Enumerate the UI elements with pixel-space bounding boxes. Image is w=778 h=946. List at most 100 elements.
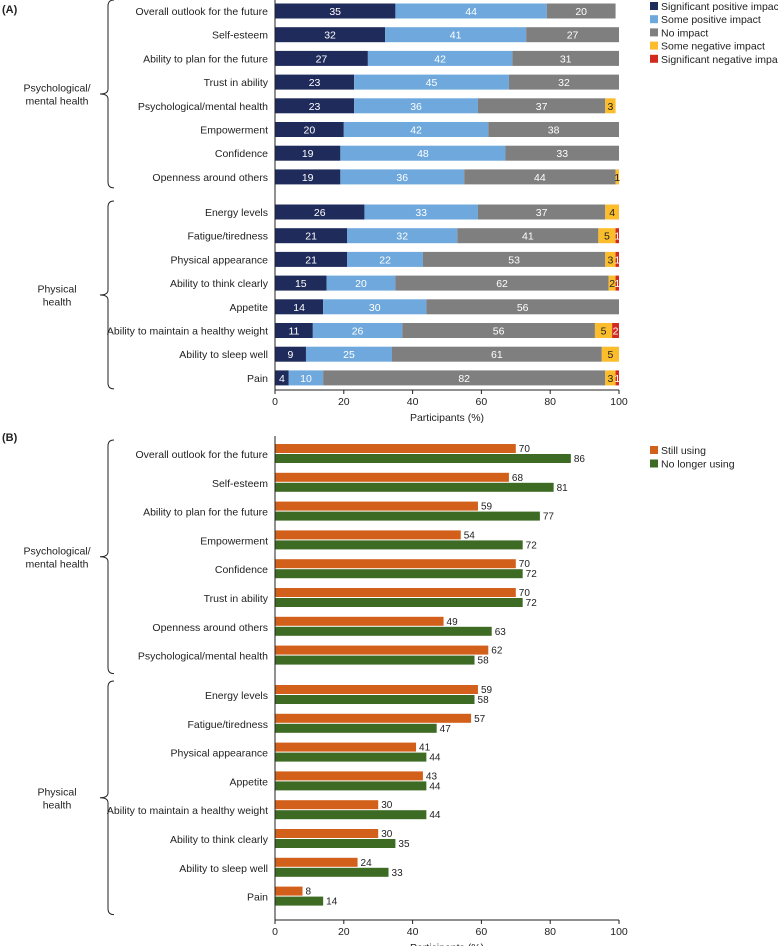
bar-segment: [391, 346, 602, 362]
group-label: Psychological/: [23, 545, 90, 557]
data-label: 20: [304, 125, 316, 137]
group-label: Physical: [37, 283, 76, 295]
group-bracket: [99, 680, 115, 916]
data-label: 37: [536, 207, 548, 219]
legend-swatch: [650, 459, 658, 468]
bar-segment: [312, 323, 403, 338]
category-label: Pain: [247, 373, 268, 385]
data-label: 36: [410, 101, 422, 113]
bar-segment: [364, 204, 478, 220]
data-label: 42: [434, 53, 446, 65]
data-label: 48: [417, 148, 429, 160]
group-label: health: [43, 799, 72, 811]
bar: [275, 685, 478, 694]
x-tick-label: 20: [338, 396, 350, 408]
legend-label: Still using: [661, 445, 706, 457]
x-tick-label: 100: [610, 396, 628, 408]
bar: [275, 540, 523, 550]
group-label: health: [43, 296, 72, 308]
category-label: Psychological/mental health: [138, 101, 268, 113]
data-label: 20: [355, 278, 367, 290]
bar-segment: [605, 370, 616, 386]
bar-segment: [340, 169, 465, 185]
bar: [275, 530, 461, 540]
data-label: 24: [361, 858, 373, 869]
bar-segment: [612, 323, 619, 338]
category-label: Ability to maintain a healthy weight: [107, 326, 268, 338]
x-tick-label: 100: [610, 926, 628, 938]
data-label: 44: [429, 753, 441, 764]
bar: [275, 511, 540, 521]
bar-segment: [385, 27, 527, 43]
data-label: 21: [305, 231, 317, 243]
data-label: 68: [512, 473, 524, 484]
bar-segment: [601, 346, 619, 362]
category-label: Overall outlook for the future: [136, 449, 269, 461]
data-label: 1: [614, 254, 620, 266]
x-tick-label: 40: [407, 926, 419, 938]
data-label: 45: [426, 77, 438, 89]
legend-swatch: [650, 2, 658, 10]
legend-swatch: [650, 15, 658, 24]
bar-segment: [598, 228, 616, 244]
category-label: Ability to plan for the future: [143, 507, 268, 519]
category-label: Ability to think clearly: [170, 834, 269, 846]
data-label: 31: [560, 53, 572, 65]
bar-segment: [275, 27, 386, 43]
data-label: 36: [396, 172, 408, 184]
bar: [275, 501, 478, 511]
bar-segment: [615, 169, 619, 185]
category-label: Empowerment: [200, 125, 268, 137]
category-label: Confidence: [215, 148, 268, 160]
data-label: 86: [574, 454, 586, 465]
data-label: 72: [526, 540, 538, 551]
category-label: Fatigue/tiredness: [187, 231, 268, 243]
bar-segment: [347, 228, 458, 244]
data-label: 26: [314, 207, 326, 219]
data-label: 32: [324, 30, 336, 42]
data-label: 21: [305, 254, 317, 266]
data-label: 35: [329, 6, 341, 18]
bar-segment: [605, 204, 619, 220]
data-label: 54: [464, 530, 476, 541]
bar-segment: [594, 323, 613, 338]
bar: [275, 626, 492, 636]
bar: [275, 695, 475, 704]
bar-segment: [275, 145, 341, 161]
data-label: 70: [519, 559, 531, 570]
bar: [275, 896, 324, 906]
category-label: Ability to sleep well: [179, 863, 268, 875]
data-label: 44: [429, 810, 441, 821]
bar: [275, 482, 554, 492]
data-label: 82: [458, 373, 470, 385]
group-label: mental health: [25, 558, 88, 570]
bar-segment: [367, 50, 513, 66]
category-label: Appetite: [229, 776, 268, 788]
x-tick-label: 20: [338, 926, 350, 938]
data-label: 2: [609, 278, 615, 290]
category-label: Physical appearance: [171, 748, 269, 760]
data-label: 8: [306, 887, 312, 898]
category-label: Ability to think clearly: [170, 278, 269, 290]
bar: [275, 444, 516, 453]
data-label: 58: [478, 695, 490, 706]
panel-label: (B): [2, 432, 18, 444]
data-label: 5: [607, 349, 613, 361]
data-label: 56: [517, 302, 529, 314]
bar-segment: [275, 122, 344, 137]
bar-segment: [326, 275, 396, 291]
bar-segment: [464, 169, 616, 185]
data-label: 1: [614, 278, 620, 290]
data-label: 42: [410, 125, 422, 137]
data-label: 2: [613, 326, 619, 338]
data-label: 58: [478, 656, 490, 667]
legend-swatch: [650, 54, 658, 63]
data-label: 70: [519, 588, 531, 599]
bar: [275, 655, 475, 665]
data-label: 38: [548, 125, 560, 137]
data-label: 19: [302, 148, 314, 160]
bar-segment: [605, 98, 616, 114]
data-label: 9: [288, 349, 294, 361]
data-label: 41: [522, 231, 534, 243]
bar: [275, 829, 379, 838]
